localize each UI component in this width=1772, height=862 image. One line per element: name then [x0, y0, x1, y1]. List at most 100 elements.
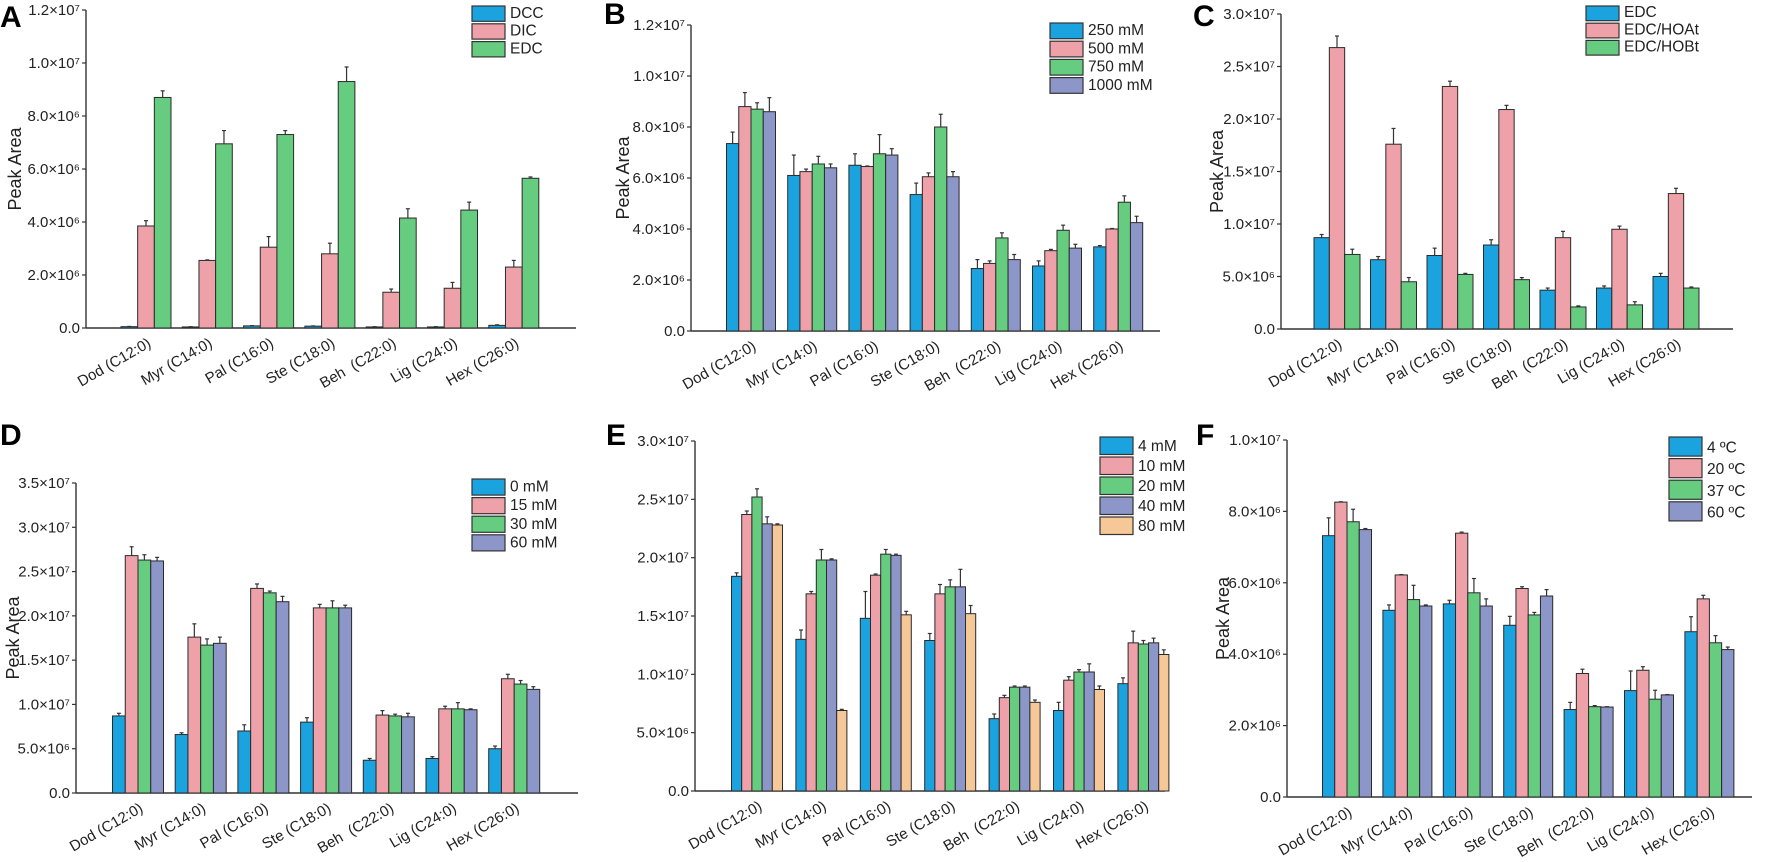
x-tick-label: Myr (C14:0) [752, 798, 829, 852]
bar [1588, 706, 1602, 798]
bar [500, 678, 515, 794]
bar [375, 714, 390, 794]
bar [1696, 598, 1710, 798]
bar [1483, 244, 1500, 330]
legend-label: EDC [510, 40, 543, 57]
bar [1503, 624, 1517, 798]
y-tick-label: 5.0×10⁶ [1223, 269, 1275, 286]
bar [771, 524, 783, 792]
legend-swatch [471, 40, 506, 58]
bar [1334, 501, 1348, 798]
legend-swatch [1099, 456, 1134, 476]
bar [823, 167, 838, 332]
bar [1400, 281, 1417, 330]
bar [1406, 599, 1421, 798]
bar [1636, 669, 1650, 798]
legend-swatch [1099, 436, 1134, 456]
bar [872, 153, 887, 332]
bar [1073, 671, 1085, 792]
bar [805, 593, 817, 792]
bar [1148, 642, 1160, 792]
bar [731, 575, 743, 792]
y-axis-label: Peak Area [1213, 576, 1233, 660]
legend-label: 10 mM [1138, 458, 1185, 475]
legend-label: 40 mM [1138, 498, 1185, 515]
bar [198, 259, 217, 329]
x-tick-label: Hex (C26:0) [1073, 798, 1152, 853]
panel-d: D Peak Area 0.0 5.0×10⁶ 1.0×10⁷ 1.5×10⁷ 2.0×10… [0, 419, 578, 857]
bar [1441, 85, 1459, 330]
bar [312, 607, 327, 794]
bar [1056, 229, 1070, 332]
bar [1563, 709, 1577, 798]
y-tick-label: 3.0×10⁷ [637, 433, 689, 450]
y-tick-label: 8.0×10⁶ [633, 119, 685, 136]
panel-c: C Peak Area 0.0 5.0×10⁶ 1.0×10⁷ 1.5×10⁷ 2.0×10… [1193, 0, 1733, 393]
legend-swatch [1099, 476, 1134, 496]
legend-label: EDC [1624, 4, 1657, 21]
bar [1457, 273, 1474, 330]
bar [388, 715, 403, 794]
y-tick-label: 0.0 [664, 323, 685, 340]
bar [526, 688, 541, 794]
legend-label: 30 mM [510, 516, 557, 533]
bar [425, 757, 440, 794]
bar [1117, 683, 1129, 792]
legend-label: 500 mM [1088, 40, 1144, 57]
x-tick-label: Pal (C16:0) [197, 800, 271, 853]
bar [1570, 306, 1587, 330]
legend-label: 750 mM [1088, 59, 1144, 76]
bar [1068, 247, 1082, 332]
bar [401, 716, 415, 794]
bar [187, 636, 202, 794]
legend-swatch [1099, 496, 1134, 516]
y-tick-label: 0.0 [1254, 321, 1275, 338]
bar [443, 287, 462, 329]
bar [860, 166, 874, 332]
y-tick-label: 8.0×10⁶ [1229, 503, 1281, 520]
bar [200, 644, 214, 794]
bar [995, 237, 1009, 332]
bar [1394, 574, 1408, 798]
panel-letter: A [0, 1, 22, 34]
y-tick-label: 2.0×10⁶ [633, 272, 685, 289]
x-tick-label: Dod (C12:0) [686, 798, 765, 854]
x-tick-label: Pal (C16:0) [202, 335, 276, 388]
bar [787, 174, 801, 332]
bar [460, 209, 479, 329]
bar [1527, 614, 1541, 798]
y-tick-label: 8.0×10⁶ [28, 108, 80, 125]
x-tick-label: Dod (C12:0) [67, 800, 146, 856]
y-tick-label: 0.0 [49, 785, 70, 802]
bar [921, 176, 936, 332]
y-tick-label: 3.0×10⁷ [18, 519, 70, 536]
bar [262, 592, 277, 794]
bar [1322, 535, 1336, 798]
bar [1624, 690, 1638, 798]
y-tick-label: 4.0×10⁶ [633, 221, 685, 238]
bar [399, 217, 417, 329]
y-tick-label: 2.5×10⁷ [637, 491, 689, 508]
bar [275, 601, 290, 794]
bar [1683, 287, 1700, 330]
bar [890, 554, 902, 792]
bar [811, 163, 825, 332]
legend-swatch [1585, 39, 1620, 56]
legend-swatch [471, 5, 506, 22]
y-axis-label: Peak Area [3, 595, 23, 679]
bar [337, 81, 356, 329]
legend-swatch [1668, 479, 1703, 500]
bar [1029, 701, 1041, 792]
bar [983, 262, 997, 332]
y-tick-label: 4.0×10⁶ [1229, 646, 1281, 663]
bar [836, 710, 848, 792]
y-axis-label: Peak Area [5, 126, 25, 210]
y-tick-label: 5.0×10⁶ [18, 741, 70, 758]
bar [799, 171, 813, 332]
bar [382, 291, 401, 329]
bar [1019, 686, 1031, 792]
bar [300, 721, 314, 794]
legend-swatch [1585, 5, 1620, 22]
y-tick-label: 1.0×10⁷ [28, 55, 80, 72]
